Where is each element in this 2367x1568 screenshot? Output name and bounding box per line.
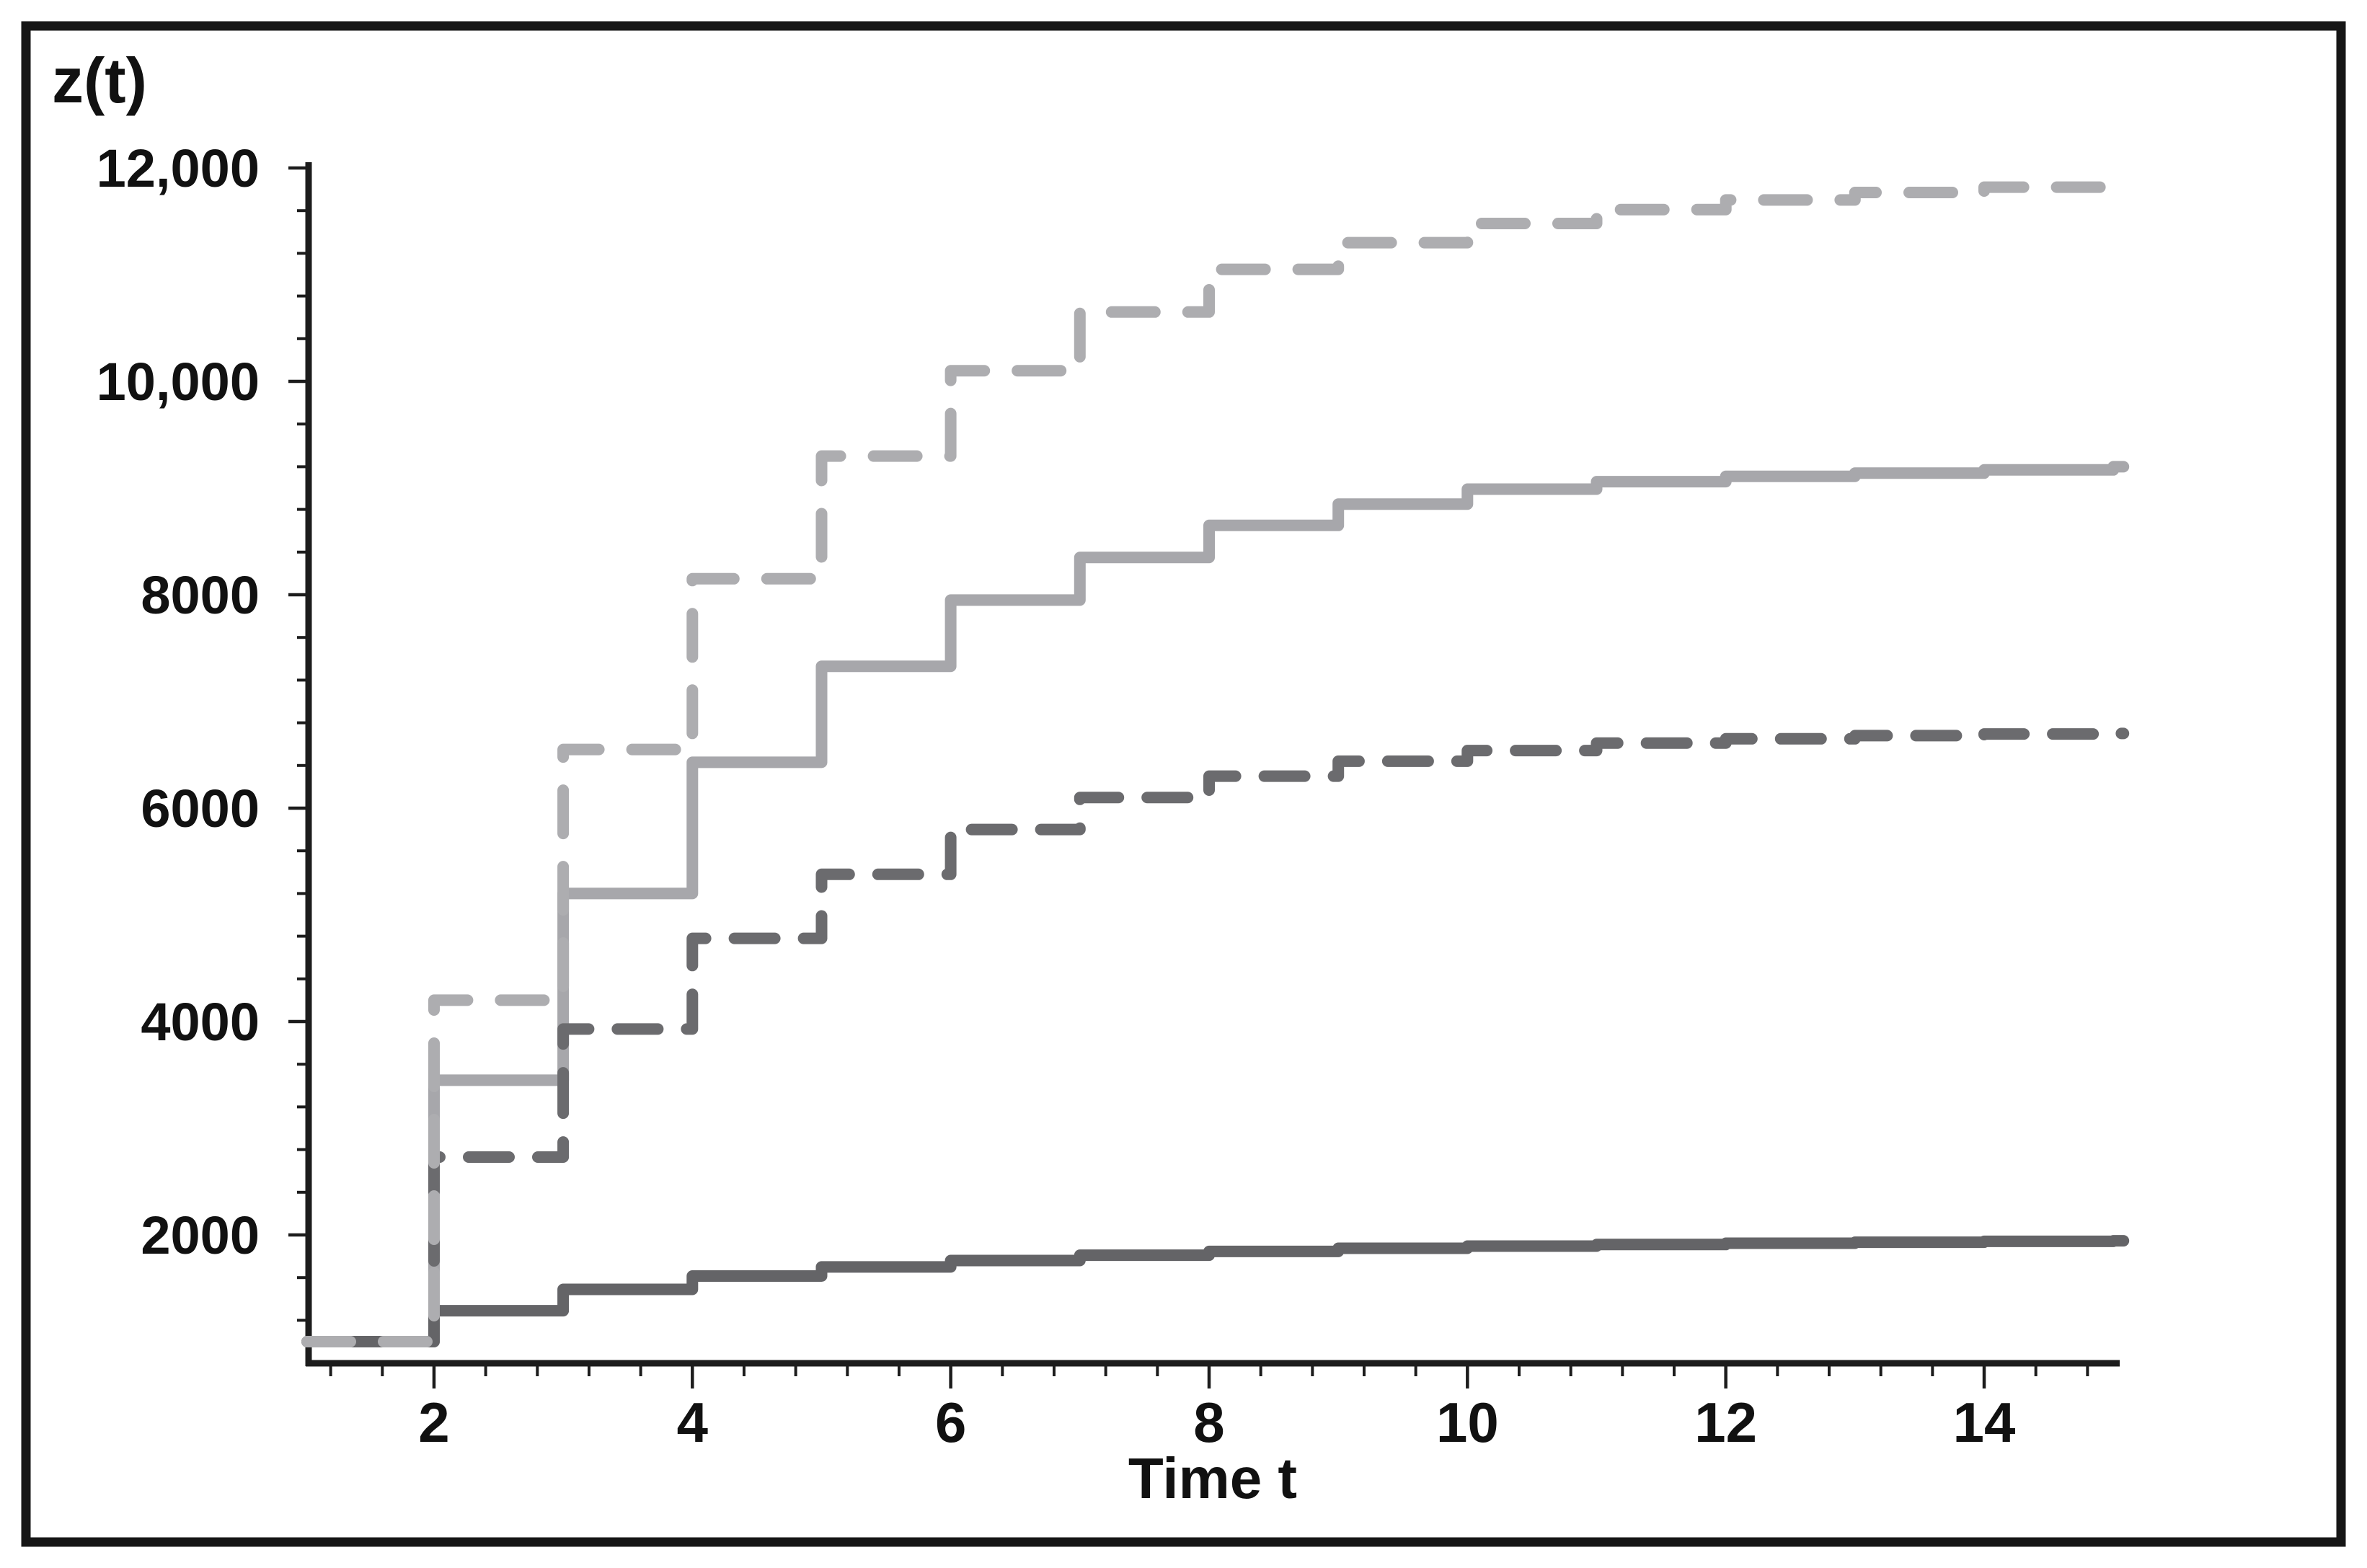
x-tick-label: 14 bbox=[1953, 1391, 2016, 1454]
y-tick-label: 6000 bbox=[141, 779, 260, 838]
y-tick-label: 4000 bbox=[141, 992, 260, 1052]
y-tick-label: 12,000 bbox=[97, 138, 260, 198]
y-tick-label: 8000 bbox=[141, 565, 260, 625]
y-tick-label: 2000 bbox=[141, 1205, 260, 1265]
series-curves bbox=[301, 177, 2130, 1347]
series-lower-dashed-dark bbox=[301, 727, 2130, 1347]
x-tick-label: 8 bbox=[1193, 1391, 1224, 1454]
x-tick-label: 10 bbox=[1436, 1391, 1499, 1454]
series-upper-solid-light bbox=[301, 461, 2130, 1347]
x-axis-title: Time t bbox=[1128, 1446, 1297, 1510]
x-tick-label: 4 bbox=[677, 1391, 708, 1454]
y-axis-title: z(t) bbox=[52, 45, 147, 116]
x-tick-label: 12 bbox=[1694, 1391, 1757, 1454]
x-tick-label: 6 bbox=[935, 1391, 966, 1454]
series-bottom-solid-dark bbox=[301, 1235, 2130, 1347]
y-tick-label: 10,000 bbox=[97, 352, 260, 412]
x-tick-label: 2 bbox=[418, 1391, 449, 1454]
figure-border bbox=[21, 21, 2346, 1547]
series-top-dashed-light bbox=[301, 177, 2130, 1347]
axes: 2000 4000 6000 8000 10,000 12,000 2 4 6 8 10 12 14 bbox=[97, 138, 2120, 1454]
